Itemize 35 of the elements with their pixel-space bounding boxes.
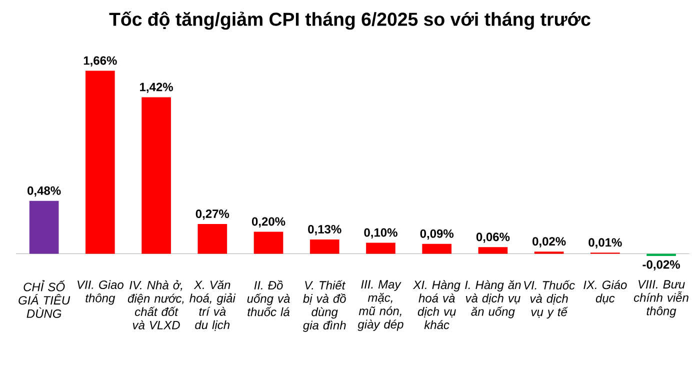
- x-tick-label: VII. Giao thông: [78, 280, 124, 305]
- x-tick-label: VIII. Bưu chính viễn thông: [634, 280, 688, 318]
- x-tick-label: VI. Thuốc và dịch vụ y tế: [524, 280, 575, 319]
- data-label: 0,06%: [476, 232, 510, 244]
- x-tick-label: CHỈ SỐ GIÁ TIÊU DÙNG: [18, 280, 70, 318]
- bar: [198, 224, 228, 254]
- x-tick-label: IV. Nhà ở, điện nước, chất đốt và VLXD: [128, 280, 184, 330]
- bar: [142, 97, 171, 254]
- bar: [478, 247, 508, 254]
- data-label: 0,09%: [420, 230, 454, 240]
- data-label: 0,48%: [28, 186, 61, 197]
- bar: [310, 240, 340, 254]
- data-label: 1,66%: [84, 56, 117, 67]
- data-label: 0,13%: [308, 225, 342, 236]
- x-tick-label: XI. Hàng hoá và dịch vụ khác: [412, 280, 460, 330]
- bar: [366, 242, 396, 254]
- bar: [646, 254, 676, 256]
- data-label: 0,10%: [364, 228, 398, 239]
- x-tick-label: IX. Giáo dục: [584, 280, 627, 304]
- bar: [422, 244, 452, 254]
- chart-title: Tốc độ tăng/giảm CPI tháng 6/2025 so với tháng trước: [109, 12, 590, 30]
- data-label: -0,02%: [642, 260, 680, 271]
- bar: [29, 201, 59, 254]
- data-label: 0,20%: [252, 217, 286, 228]
- data-label: 0,27%: [196, 210, 230, 220]
- x-tick-label: III. May mặc, mũ nón, giày dép: [358, 280, 404, 332]
- x-tick-label: V. Thiết bị và đồ dùng gia đình: [302, 280, 346, 332]
- x-tick-label: I. Hàng ăn và dịch vụ ăn uống: [465, 280, 521, 318]
- bar: [254, 232, 284, 254]
- x-tick-label: X. Văn hoá, giải trí và du lịch: [190, 280, 236, 332]
- data-label: 1,42%: [140, 82, 173, 94]
- x-tick-label: II. Đồ uống và thuốc lá: [247, 280, 290, 316]
- bar: [86, 70, 115, 254]
- data-label: 0,01%: [588, 238, 622, 249]
- data-label: 0,02%: [532, 237, 566, 248]
